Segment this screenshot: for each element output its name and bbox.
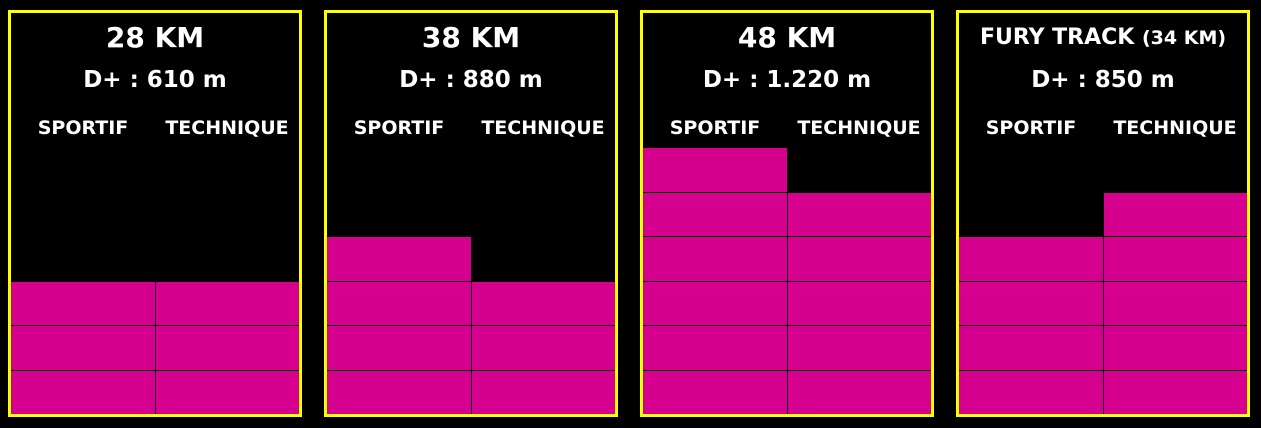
- level-block: [787, 280, 931, 325]
- level-block: [327, 236, 471, 281]
- bar-technique: [1103, 114, 1247, 414]
- level-block: [327, 325, 471, 370]
- level-block: [959, 280, 1103, 325]
- bar-sportif: [959, 114, 1103, 414]
- level-block: [327, 280, 471, 325]
- level-block: [471, 325, 615, 370]
- elevation-gain: D+ : 850 m: [1031, 67, 1175, 93]
- category-label-technique: TECHNIQUE: [797, 117, 921, 139]
- category-label-sportif: SPORTIF: [353, 117, 445, 139]
- level-block: [11, 325, 155, 370]
- level-block: [787, 236, 931, 281]
- level-block: [1103, 191, 1247, 236]
- level-block: [155, 280, 299, 325]
- panel-title-text: 48 KM: [737, 21, 837, 54]
- panel-title-text: 28 KM: [105, 21, 205, 54]
- level-block: [155, 369, 299, 414]
- level-block: [327, 369, 471, 414]
- race-panel: 48 KM D+ : 1.220 m SPORTIF TECHNIQUE: [640, 10, 934, 417]
- level-block: [643, 325, 787, 370]
- bar-sportif: [11, 114, 155, 414]
- category-label-sportif: SPORTIF: [37, 117, 129, 139]
- level-block: [11, 369, 155, 414]
- category-label-technique: TECHNIQUE: [165, 117, 289, 139]
- elevation-gain: D+ : 610 m: [83, 67, 227, 93]
- level-block: [1103, 236, 1247, 281]
- level-block: [959, 325, 1103, 370]
- level-block: [643, 369, 787, 414]
- category-label-technique: TECHNIQUE: [481, 117, 605, 139]
- bar-sportif: [327, 114, 471, 414]
- bar-technique: [787, 114, 931, 414]
- level-block: [959, 236, 1103, 281]
- level-block: [1103, 325, 1247, 370]
- level-block: [643, 191, 787, 236]
- elevation-gain: D+ : 880 m: [399, 67, 543, 93]
- panel-title-text: 38 KM: [421, 21, 521, 54]
- level-block: [959, 369, 1103, 414]
- level-block: [11, 280, 155, 325]
- elevation-gain: D+ : 1.220 m: [702, 67, 872, 93]
- bar-technique: [155, 114, 299, 414]
- level-block: [1103, 369, 1247, 414]
- bar-sportif: [643, 114, 787, 414]
- level-block: [471, 280, 615, 325]
- panel-title: FURY TRACK (34 KM): [959, 25, 1247, 50]
- category-label-sportif: SPORTIF: [669, 117, 761, 139]
- panel-title: 48 KM: [643, 21, 931, 54]
- panel-subtitle: (34 KM): [1142, 27, 1227, 49]
- level-block: [643, 280, 787, 325]
- race-panel: 38 KM D+ : 880 m SPORTIF TECHNIQUE: [324, 10, 618, 417]
- level-block: [787, 191, 931, 236]
- level-block: [787, 369, 931, 414]
- level-block: [643, 236, 787, 281]
- panel-title-text: FURY TRACK: [979, 25, 1135, 50]
- panel-title: 28 KM: [11, 21, 299, 54]
- race-panel: FURY TRACK (34 KM) D+ : 850 m SPORTIF TECHN…: [956, 10, 1250, 417]
- level-block: [155, 325, 299, 370]
- panel-title: 38 KM: [327, 21, 615, 54]
- bar-technique: [471, 114, 615, 414]
- level-block: [471, 369, 615, 414]
- race-panel: 28 KM D+ : 610 m SPORTIF TECHNIQUE: [8, 10, 302, 417]
- category-label-technique: TECHNIQUE: [1113, 117, 1237, 139]
- category-label-sportif: SPORTIF: [985, 117, 1077, 139]
- level-block: [643, 147, 787, 192]
- level-block: [787, 325, 931, 370]
- level-block: [1103, 280, 1247, 325]
